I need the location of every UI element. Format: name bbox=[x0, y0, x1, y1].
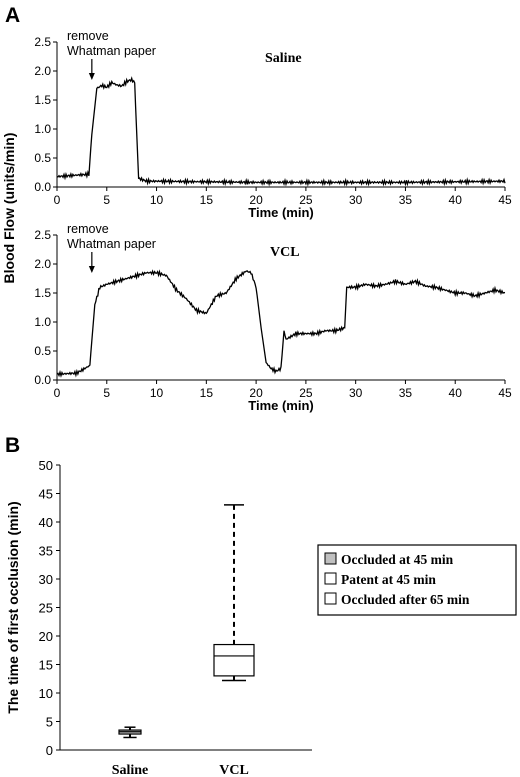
category-label: Saline bbox=[112, 763, 149, 777]
y-tick-label: 10 bbox=[39, 686, 53, 701]
x-tick-label: 45 bbox=[498, 386, 512, 400]
y-tick-label: 1.0 bbox=[34, 315, 51, 329]
series-line bbox=[56, 269, 506, 378]
y-tick-label: 20 bbox=[39, 629, 53, 644]
x-tick-label: 0 bbox=[54, 193, 61, 207]
x-tick-label: 40 bbox=[449, 386, 463, 400]
annotation-arrowhead bbox=[88, 266, 95, 273]
saline-trace-plot: 0.0 0.5 1.0 1.5 2.0 2.5 0 5 10 15 20 25 30 35 40 45 Sali… bbox=[34, 29, 512, 220]
y-tick-label: 1.5 bbox=[34, 286, 51, 300]
y-tick-label: 40 bbox=[39, 515, 53, 530]
x-tick-label: 30 bbox=[349, 193, 363, 207]
panel-b-label: B bbox=[5, 434, 20, 457]
category-label: VCL bbox=[219, 763, 249, 777]
x-tick-label: 25 bbox=[299, 193, 313, 207]
y-tick-label: 0.0 bbox=[34, 180, 51, 194]
y-tick-label: 2.5 bbox=[34, 35, 51, 49]
x-tick-label: 15 bbox=[200, 386, 214, 400]
x-tick-label: 40 bbox=[449, 193, 463, 207]
y-tick-label: 0 bbox=[46, 743, 53, 758]
x-tick-label: 10 bbox=[150, 193, 164, 207]
y-tick-label: 35 bbox=[39, 544, 53, 559]
x-tick-label: 15 bbox=[200, 193, 214, 207]
legend-swatch bbox=[324, 592, 337, 605]
x-tick-label: 20 bbox=[249, 386, 263, 400]
x-tick-label: 20 bbox=[249, 193, 263, 207]
x-tick-label: 5 bbox=[103, 193, 110, 207]
y-tick-label: 2.0 bbox=[34, 257, 51, 271]
y-tick-label: 25 bbox=[39, 601, 53, 616]
panel-a-label: A bbox=[5, 4, 20, 27]
box-vcl bbox=[213, 643, 255, 677]
annotation-arrowhead bbox=[88, 73, 95, 80]
x-axis-label: Time (min) bbox=[248, 205, 314, 220]
annotation-line-2: Whatman paper bbox=[67, 44, 156, 58]
y-tick-label: 0.5 bbox=[34, 344, 51, 358]
y-tick-label: 5 bbox=[46, 715, 53, 730]
x-axis-label: Time (min) bbox=[248, 398, 314, 413]
y-tick-label: 1.5 bbox=[34, 93, 51, 107]
series-title: VCL bbox=[270, 245, 300, 260]
x-tick-label: 25 bbox=[299, 386, 313, 400]
annotation-line-1: remove bbox=[67, 29, 109, 43]
legend-swatch bbox=[324, 552, 337, 565]
y-tick-label: 2.0 bbox=[34, 64, 51, 78]
y-tick-label: 0.0 bbox=[34, 373, 51, 387]
legend-entry: Occluded at 45 min bbox=[341, 552, 454, 567]
y-tick-label: 0.5 bbox=[34, 151, 51, 165]
x-tick-label: 30 bbox=[349, 386, 363, 400]
x-tick-label: 35 bbox=[399, 193, 413, 207]
y-tick-label: 30 bbox=[39, 572, 53, 587]
x-tick-label: 35 bbox=[399, 386, 413, 400]
legend-swatch bbox=[324, 572, 337, 585]
x-tick-label: 5 bbox=[103, 386, 110, 400]
x-tick-label: 45 bbox=[498, 193, 512, 207]
y-tick-label: 50 bbox=[39, 458, 53, 473]
y-tick-label: 1.0 bbox=[34, 122, 51, 136]
legend-entry: Occluded after 65 min bbox=[341, 592, 470, 607]
annotation-line-1: remove bbox=[67, 222, 109, 236]
x-tick-label: 0 bbox=[54, 386, 61, 400]
y-tick-label: 15 bbox=[39, 658, 53, 673]
series-title: Saline bbox=[265, 51, 302, 66]
x-tick-label: 10 bbox=[150, 386, 164, 400]
y-tick-label: 45 bbox=[39, 487, 53, 502]
vcl-trace-plot: 0.0 0.5 1.0 1.5 2.0 2.5 0 5 10 15 20 25 30 35 40 45 VCL r… bbox=[34, 222, 512, 413]
series-line bbox=[56, 76, 506, 187]
legend-frame bbox=[317, 544, 517, 616]
y-axis-label: The time of first occlusion (min) bbox=[5, 501, 21, 713]
blood-flow-ylabel: Blood Flow (units/min) bbox=[1, 133, 17, 284]
occlusion-box-plot: 0 5 10 15 20 25 30 35 40 45 50 The time of first oc… bbox=[5, 458, 517, 777]
legend-entry: Patent at 45 min bbox=[341, 572, 436, 587]
annotation-line-2: Whatman paper bbox=[67, 237, 156, 251]
y-tick-label: 2.5 bbox=[34, 228, 51, 242]
